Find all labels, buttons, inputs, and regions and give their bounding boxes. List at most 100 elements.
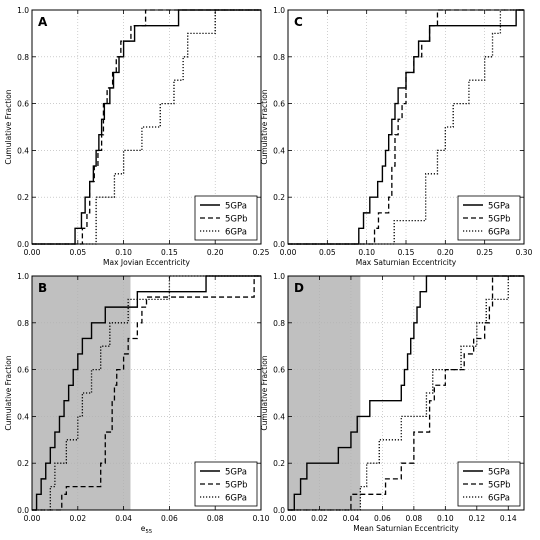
y-tick-label: 0.6 <box>273 100 285 109</box>
shaded-region <box>32 276 131 510</box>
legend-label: 6GPa <box>225 494 247 504</box>
y-tick-label: 0.8 <box>17 53 29 62</box>
x-tick-label: 0.10 <box>437 514 454 523</box>
y-tick-label: 0.6 <box>17 100 29 109</box>
x-tick-label: 0.25 <box>476 248 493 257</box>
legend-label: 5GPb <box>488 215 511 225</box>
x-axis-label: Max Saturnian Eccentricity <box>356 258 457 267</box>
legend: 5GPa 5GPb 6GPa <box>457 461 521 507</box>
x-tick-label: 0.10 <box>115 248 132 257</box>
x-tick-label: 0.14 <box>500 514 517 523</box>
series-line-5gpb <box>32 9 261 245</box>
x-tick-label: 0.05 <box>69 248 86 257</box>
x-tick-label: 0.00 <box>24 248 41 257</box>
legend: 5GPa 5GPb 6GPa <box>457 195 521 241</box>
x-axis-label: Max Jovian Eccentricity <box>103 258 191 267</box>
y-axis-label: Cumulative Fraction <box>4 355 13 430</box>
series-line-5gpa <box>32 9 261 245</box>
legend-box <box>457 461 521 507</box>
x-tick-label: 0.05 <box>319 248 336 257</box>
legend-label: 5GPa <box>225 202 247 212</box>
y-tick-label: 0.8 <box>273 53 285 62</box>
y-axis-label: Cumulative Fraction <box>4 89 13 164</box>
x-tick-label: 0.20 <box>207 248 224 257</box>
y-tick-label: 1.0 <box>17 6 29 15</box>
panel-label: B <box>38 281 47 295</box>
series-line-6gpa <box>288 275 524 511</box>
y-tick-label: 0.0 <box>273 506 285 515</box>
y-tick-label: 0.2 <box>273 193 285 202</box>
x-tick-label: 0.08 <box>207 514 224 523</box>
x-tick-label: 0.00 <box>24 514 41 523</box>
chart-panel-c: 0.00 0.05 0.10 0.15 0.20 0.25 0.30 0.0 0.2 0.4 0.6… <box>260 6 533 267</box>
x-tick-label: 0.06 <box>161 514 178 523</box>
y-tick-label: 0.4 <box>17 412 29 421</box>
x-tick-label: 0.04 <box>115 514 132 523</box>
y-tick-label: 0.4 <box>273 412 285 421</box>
y-tick-label: 0.6 <box>17 366 29 375</box>
legend: 5GPa 5GPb 6GPa <box>194 461 258 507</box>
x-axis-label-subscript: 55 <box>145 529 152 535</box>
y-axis-label: Cumulative Fraction <box>260 355 269 430</box>
chart-panel-d: 0.00 0.02 0.04 0.06 0.08 0.10 0.12 0.14 0.0 0.2 0.… <box>260 272 525 533</box>
y-tick-label: 1.0 <box>17 272 29 281</box>
x-tick-label: 0.10 <box>358 248 375 257</box>
y-tick-label: 0.2 <box>17 193 29 202</box>
x-axis-label-text: Max Jovian Eccentricity <box>103 258 191 267</box>
x-axis-label-text: e <box>141 524 146 533</box>
legend-label: 5GPa <box>488 202 510 212</box>
series-line-5gpb <box>32 275 261 511</box>
legend-box <box>457 195 521 241</box>
panel-label: C <box>294 15 303 29</box>
x-tick-label: 0.12 <box>468 514 485 523</box>
y-tick-label: 1.0 <box>273 6 285 15</box>
x-axis-label: Mean Saturnian Eccentricity <box>353 524 459 533</box>
legend-label: 5GPb <box>225 215 248 225</box>
x-tick-label: 0.02 <box>311 514 328 523</box>
x-tick-label: 0.02 <box>69 514 86 523</box>
legend-label: 5GPb <box>488 481 511 491</box>
series-line-6gpa <box>32 9 261 245</box>
legend-label: 5GPb <box>225 481 248 491</box>
x-tick-label: 0.20 <box>437 248 454 257</box>
x-axis-label-text: Max Saturnian Eccentricity <box>356 258 457 267</box>
legend-label: 5GPa <box>488 468 510 478</box>
x-axis-label-text: Mean Saturnian Eccentricity <box>353 524 459 533</box>
x-tick-label: 0.04 <box>343 514 360 523</box>
legend: 5GPa 5GPb 6GPa <box>194 195 258 241</box>
legend-label: 6GPa <box>225 228 247 238</box>
y-tick-label: 0.0 <box>273 240 285 249</box>
x-tick-label: 0.25 <box>253 248 270 257</box>
x-tick-label: 0.00 <box>280 248 297 257</box>
chart-panel-a: 0.00 0.05 0.10 0.15 0.20 0.25 0.0 0.2 0.4 0.6 0.8 1… <box>4 6 270 267</box>
x-tick-label: 0.00 <box>280 514 297 523</box>
series-line-5gpa <box>288 9 524 245</box>
y-tick-label: 0.2 <box>273 459 285 468</box>
x-tick-label: 0.15 <box>161 248 178 257</box>
plot-frame <box>287 275 525 511</box>
legend-label: 6GPa <box>488 228 510 238</box>
y-tick-label: 0.4 <box>273 146 285 155</box>
y-tick-label: 0.8 <box>17 319 29 328</box>
legend-label: 6GPa <box>488 494 510 504</box>
legend-box <box>194 195 258 241</box>
y-tick-label: 0.0 <box>17 240 29 249</box>
series-line-5gpb <box>288 275 524 511</box>
chart-panel-b: 0.00 0.02 0.04 0.06 0.08 0.10 0.0 0.2 0.4 0.6 0.8 1… <box>4 272 270 535</box>
x-axis-label: e55 <box>141 524 153 535</box>
x-tick-label: 0.30 <box>516 248 533 257</box>
y-tick-label: 0.6 <box>273 366 285 375</box>
y-tick-label: 1.0 <box>273 272 285 281</box>
series-line-5gpa <box>288 275 524 511</box>
x-tick-label: 0.15 <box>398 248 415 257</box>
legend-box <box>194 461 258 507</box>
legend-label: 5GPa <box>225 468 247 478</box>
panel-label: D <box>294 281 304 295</box>
series-line-5gpa <box>32 275 261 511</box>
x-tick-label: 0.08 <box>406 514 423 523</box>
y-tick-label: 0.8 <box>273 319 285 328</box>
panel-label: A <box>38 15 48 29</box>
y-tick-label: 0.4 <box>17 146 29 155</box>
series-line-5gpb <box>288 9 524 245</box>
